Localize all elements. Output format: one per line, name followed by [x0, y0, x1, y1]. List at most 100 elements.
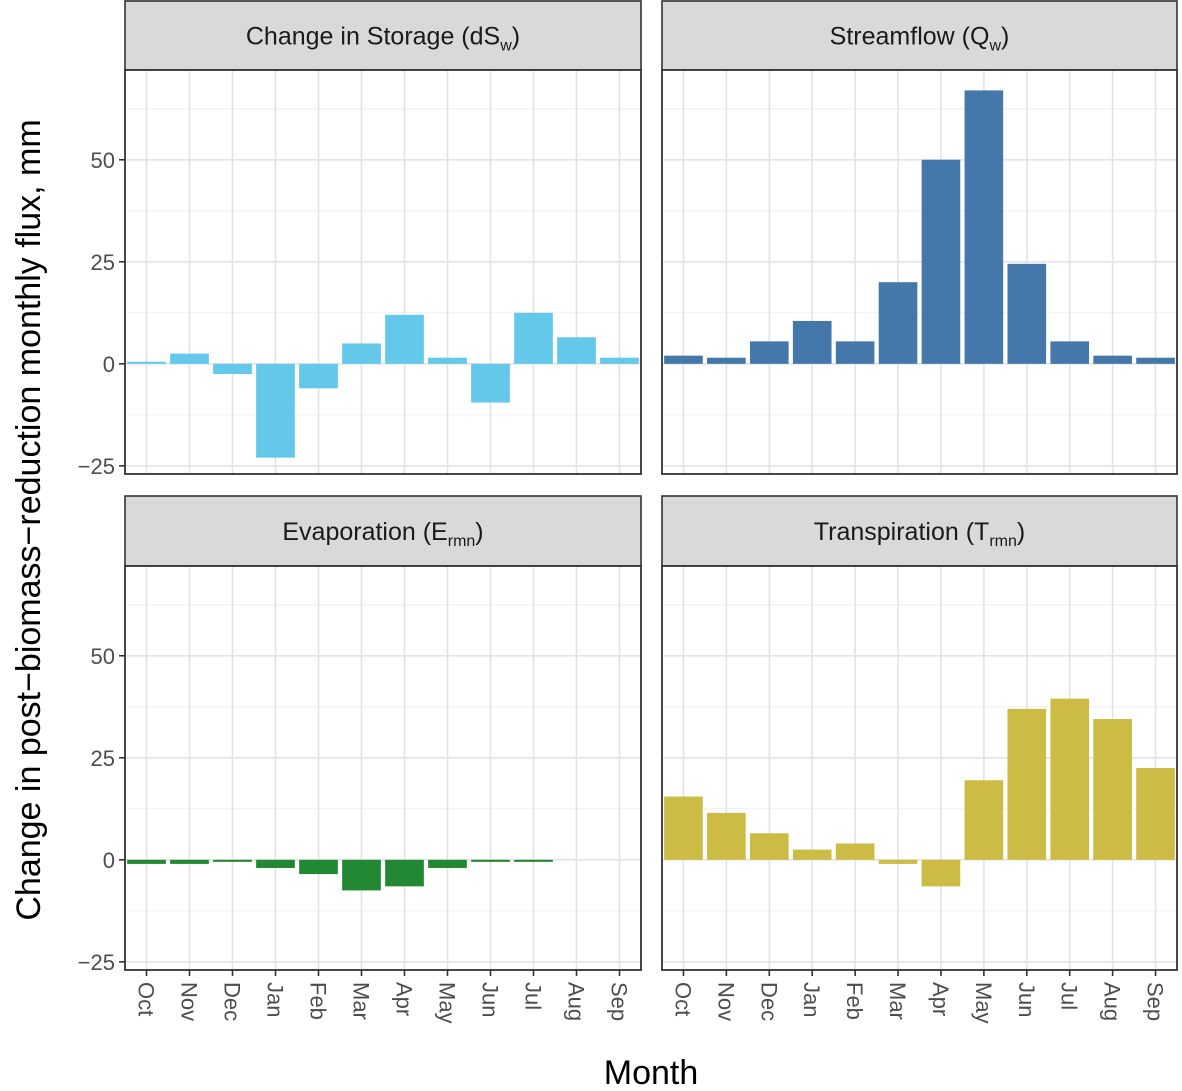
bar-feb [299, 859, 338, 875]
bar-nov [170, 859, 209, 864]
bar-oct [664, 355, 703, 364]
x-tick-label: May [971, 982, 996, 1024]
x-tick-label: Aug [1100, 982, 1125, 1021]
bar-feb [299, 363, 338, 389]
panel-border [124, 565, 642, 971]
bar-mar [878, 282, 918, 364]
panel-background [662, 566, 1177, 970]
bar-jun [471, 859, 510, 862]
x-tick-label: Jan [263, 982, 288, 1017]
y-tick-label: −25 [78, 950, 115, 975]
bar-jan [792, 849, 832, 860]
y-tick-label: 0 [103, 848, 115, 873]
x-tick-label: Nov [177, 982, 202, 1021]
x-tick-label: Sep [607, 982, 632, 1021]
x-tick-label: Jun [1014, 982, 1039, 1017]
facet-title: Streamflow (Qw) [830, 23, 1010, 55]
bar-nov [707, 357, 746, 364]
bar-jan [256, 859, 295, 868]
x-tick-label: Feb [306, 982, 331, 1020]
bar-dec [749, 341, 789, 364]
bar-nov [707, 812, 746, 860]
facet-panel-2: Streamflow (Qw) [661, 0, 1178, 475]
bar-dec [749, 833, 789, 860]
x-tick-label: Dec [756, 982, 781, 1021]
facet-strip [124, 495, 642, 567]
facet-panel-4: Transpiration (Trmn) Oct Nov Dec Jan Feb Mar Ap… [661, 495, 1178, 1024]
bar-oct [664, 796, 703, 860]
bar-jul [514, 312, 553, 364]
bar-aug [1093, 355, 1132, 364]
facet-strip [661, 0, 1178, 71]
x-tick-label: Jul [521, 982, 546, 1010]
y-tick-label: 50 [91, 148, 115, 173]
y-tick-label: −25 [78, 454, 115, 479]
facet-strip [661, 495, 1178, 567]
panel-border [661, 565, 1178, 971]
facet-strip [124, 0, 642, 71]
facet-title: Transpiration (Trmn) [814, 518, 1025, 550]
y-tick-label: 50 [91, 644, 115, 669]
bar-feb [835, 341, 875, 364]
x-tick-label: Sep [1143, 982, 1168, 1021]
bar-apr [385, 859, 424, 887]
bar-apr [921, 159, 961, 364]
bar-jun [1007, 263, 1047, 364]
facet-title: Change in Storage (dSw) [246, 23, 520, 55]
x-tick-label: Feb [842, 982, 867, 1020]
x-tick-label: Jun [478, 982, 503, 1017]
x-tick-label: Apr [392, 982, 417, 1016]
bar-may [964, 780, 1004, 860]
bar-mar [342, 343, 381, 364]
x-tick-label: Oct [670, 982, 695, 1016]
bar-jun [471, 363, 510, 403]
x-tick-label: Dec [220, 982, 245, 1021]
bar-apr [385, 314, 424, 364]
y-tick-label: 25 [91, 250, 115, 275]
bar-may [428, 859, 467, 868]
x-tick-label: Jan [799, 982, 824, 1017]
bar-dec [213, 859, 252, 862]
bar-jul [514, 859, 553, 862]
bar-sep [600, 357, 639, 364]
x-tick-label: Nov [713, 982, 738, 1021]
bar-mar [878, 859, 918, 864]
bar-jan [792, 320, 832, 364]
bar-feb [835, 843, 875, 860]
facet-title: Evaporation (Ermn) [282, 518, 483, 550]
facet-panel-3: Evaporation (Ermn) −25 0 25 50 Oct Nov Dec Jan Fe… [78, 495, 642, 1024]
panel-border [661, 69, 1178, 475]
x-tick-label: May [435, 982, 460, 1024]
bar-dec [213, 363, 252, 375]
bar-mar [342, 859, 381, 891]
x-tick-label: Mar [349, 982, 374, 1020]
bar-jan [256, 363, 295, 458]
bar-nov [170, 353, 209, 364]
bar-apr [921, 859, 961, 887]
bar-jul [1050, 698, 1090, 860]
y-tick-label: 25 [91, 746, 115, 771]
y-axis-title: Change in post−biomass−reduction monthly… [10, 119, 48, 920]
bar-may [964, 90, 1004, 364]
bar-aug [557, 337, 596, 364]
bar-may [428, 357, 467, 364]
bar-sep [1136, 357, 1175, 364]
panel-background [662, 70, 1177, 474]
x-tick-label: Mar [885, 982, 910, 1020]
panel-border [124, 69, 642, 475]
bar-aug [1093, 719, 1132, 860]
x-axis-title: Month [604, 1054, 699, 1086]
x-tick-label: Aug [564, 982, 589, 1021]
x-tick-label: Apr [928, 982, 953, 1016]
panel-background [125, 566, 641, 970]
bar-oct [127, 859, 166, 864]
bar-sep [1136, 768, 1175, 860]
bar-oct [127, 361, 166, 364]
bar-jun [1007, 708, 1047, 860]
panel-background [125, 70, 641, 474]
x-tick-label: Jul [1057, 982, 1082, 1010]
y-tick-label: 0 [103, 352, 115, 377]
facet-panel-1: Change in Storage (dSw) −25 0 25 50 [78, 0, 642, 479]
